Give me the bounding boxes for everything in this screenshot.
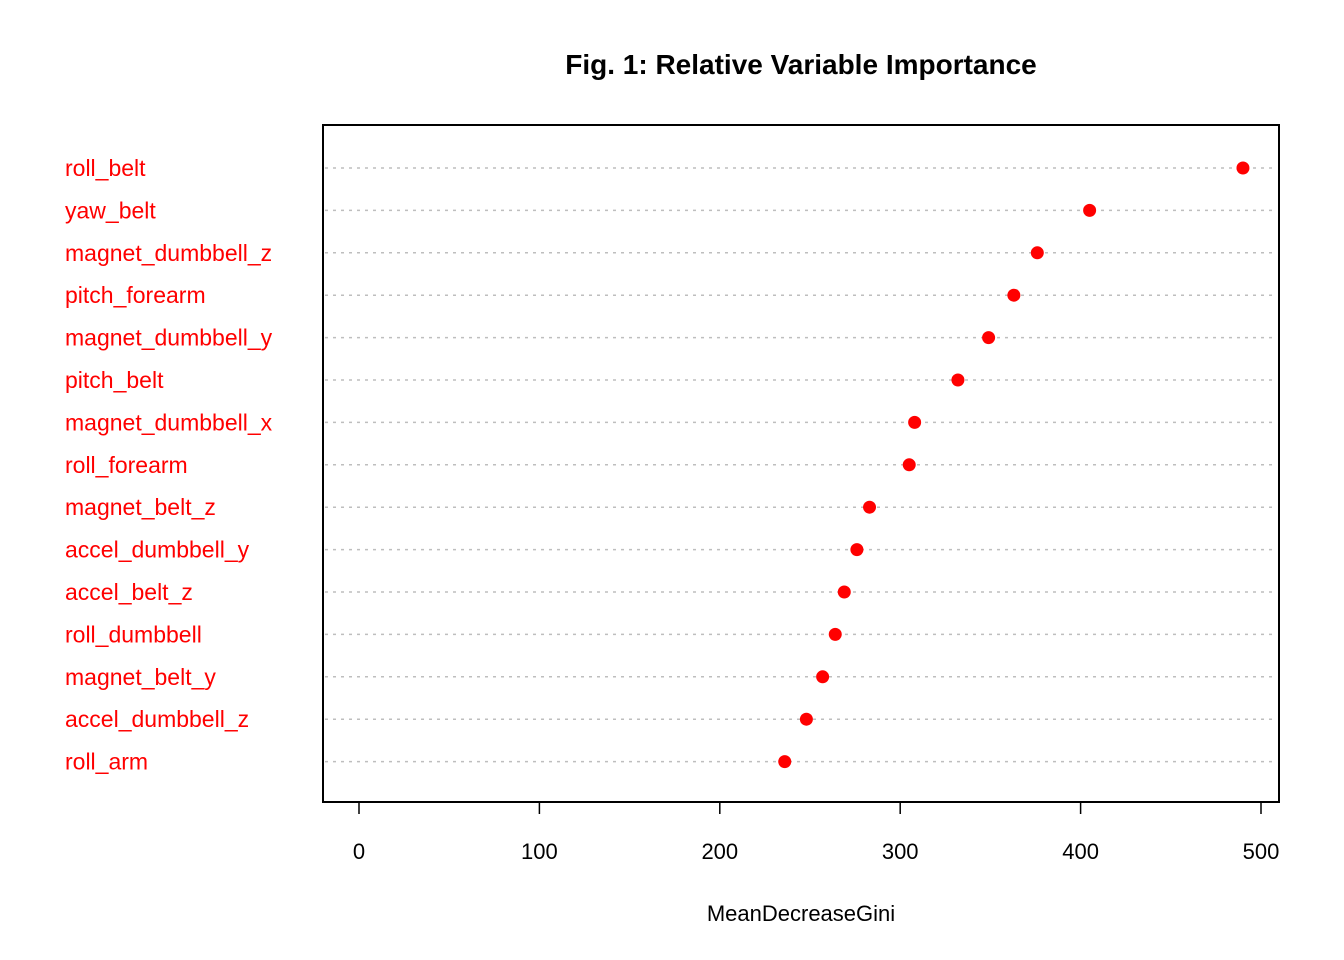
data-point — [778, 755, 792, 769]
data-point — [902, 458, 916, 472]
data-point — [816, 670, 830, 684]
plot-frame — [322, 124, 1280, 803]
data-point — [863, 500, 877, 514]
data-point — [951, 373, 965, 387]
data-point — [1083, 203, 1097, 217]
x-tick-label: 400 — [1062, 839, 1099, 864]
category-label: magnet_dumbbell_z — [65, 240, 272, 266]
category-label: accel_dumbbell_y — [65, 537, 250, 563]
data-point — [837, 585, 851, 599]
category-label: roll_forearm — [65, 452, 188, 478]
data-points — [778, 161, 1250, 769]
x-axis-label: MeanDecreaseGini — [707, 901, 895, 926]
category-label: yaw_belt — [65, 197, 156, 223]
data-point — [982, 331, 996, 345]
data-point — [799, 712, 813, 726]
category-label: pitch_belt — [65, 367, 164, 393]
x-tick-label: 500 — [1243, 839, 1280, 864]
x-tick-label: 0 — [353, 839, 365, 864]
data-point — [850, 543, 864, 557]
category-label: roll_belt — [65, 155, 146, 181]
data-point — [1007, 288, 1021, 302]
category-label: magnet_dumbbell_x — [65, 409, 273, 435]
data-point — [828, 627, 842, 641]
category-label: accel_belt_z — [65, 579, 193, 605]
grid-lines — [325, 167, 1277, 763]
data-point — [908, 415, 922, 429]
category-label: roll_arm — [65, 749, 148, 775]
data-point — [1030, 246, 1044, 260]
category-label: magnet_dumbbell_y — [65, 325, 273, 351]
category-label: magnet_belt_z — [65, 494, 216, 520]
x-tick-label: 300 — [882, 839, 919, 864]
category-label: accel_dumbbell_z — [65, 706, 249, 732]
x-tick-label: 200 — [701, 839, 738, 864]
x-axis: 0 100 200 300 400 500 — [353, 801, 1280, 864]
category-label: roll_dumbbell — [65, 621, 202, 647]
chart-title: Fig. 1: Relative Variable Importance — [565, 49, 1037, 80]
x-tick-label: 100 — [521, 839, 558, 864]
category-labels: roll_belt yaw_belt magnet_dumbbell_z pitch_… — [65, 155, 273, 775]
data-point — [1236, 161, 1250, 175]
category-label: magnet_belt_y — [65, 664, 216, 690]
category-label: pitch_forearm — [65, 282, 206, 308]
